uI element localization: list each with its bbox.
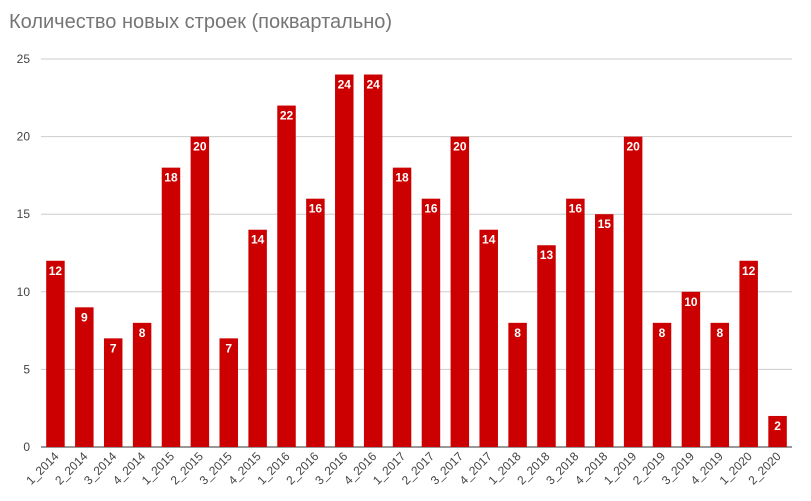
bar	[595, 214, 614, 447]
data-label: 8	[514, 326, 521, 340]
chart-title: Количество новых строек (поквартально)	[9, 11, 393, 33]
data-label: 12	[742, 264, 756, 278]
data-label: 8	[139, 326, 146, 340]
y-tick-label: 10	[17, 285, 31, 299]
bar	[46, 260, 65, 447]
data-label: 20	[626, 140, 640, 154]
bar	[479, 229, 498, 447]
data-label: 10	[684, 295, 698, 309]
bar	[768, 415, 787, 447]
data-label: 18	[164, 171, 178, 185]
x-axis-tick-labels: 1_20142_20143_20144_20141_20152_20153_20…	[23, 449, 784, 487]
bar	[450, 136, 470, 447]
data-label: 12	[49, 264, 63, 278]
bar	[103, 338, 123, 447]
data-label: 2	[774, 419, 781, 433]
data-label: 16	[309, 202, 323, 216]
bar	[392, 167, 412, 447]
bar	[75, 307, 94, 447]
data-label: 20	[453, 140, 467, 154]
bar	[335, 74, 354, 448]
data-label: 8	[716, 326, 723, 340]
data-label: 9	[81, 310, 88, 324]
y-tick-label: 25	[17, 52, 31, 66]
bar	[652, 322, 672, 447]
data-label: 18	[395, 171, 409, 185]
y-tick-label: 20	[17, 130, 31, 144]
bar	[739, 260, 758, 447]
bar	[132, 322, 152, 447]
bar	[623, 136, 643, 447]
data-label: 8	[659, 326, 666, 340]
y-axis-tick-labels: 0 5 10 15 20 25	[17, 52, 31, 454]
data-label: 7	[225, 341, 232, 355]
bar	[306, 198, 325, 447]
bar	[248, 229, 267, 447]
bar	[537, 245, 556, 447]
y-tick-label: 5	[23, 362, 30, 376]
bars	[46, 74, 787, 448]
bar	[219, 338, 238, 447]
bar	[277, 105, 296, 447]
data-label: 20	[193, 140, 207, 154]
bar	[190, 136, 210, 447]
data-labels: 12 9 7 8 18 20 7 14 22 16 24 24 18 16 20 14 8 13 16 15 20 8 10…	[49, 78, 781, 433]
data-label: 14	[251, 233, 265, 247]
bar	[508, 322, 527, 447]
gridlines	[41, 58, 792, 448]
bar	[710, 322, 730, 447]
bar	[566, 198, 585, 447]
y-tick-label: 0	[23, 440, 30, 454]
data-label: 24	[366, 78, 380, 92]
y-tick-label: 15	[17, 207, 31, 221]
bar	[421, 198, 441, 447]
data-label: 14	[482, 233, 496, 247]
data-label: 7	[110, 341, 117, 355]
x-tick-label: 2_2020	[745, 449, 783, 487]
data-label: 15	[598, 217, 612, 231]
data-label: 22	[280, 109, 294, 123]
bar	[161, 167, 181, 447]
data-label: 24	[338, 78, 352, 92]
bar	[363, 74, 383, 448]
data-label: 16	[569, 202, 583, 216]
data-label: 13	[540, 248, 554, 262]
bar	[681, 291, 701, 447]
data-label: 16	[424, 202, 438, 216]
